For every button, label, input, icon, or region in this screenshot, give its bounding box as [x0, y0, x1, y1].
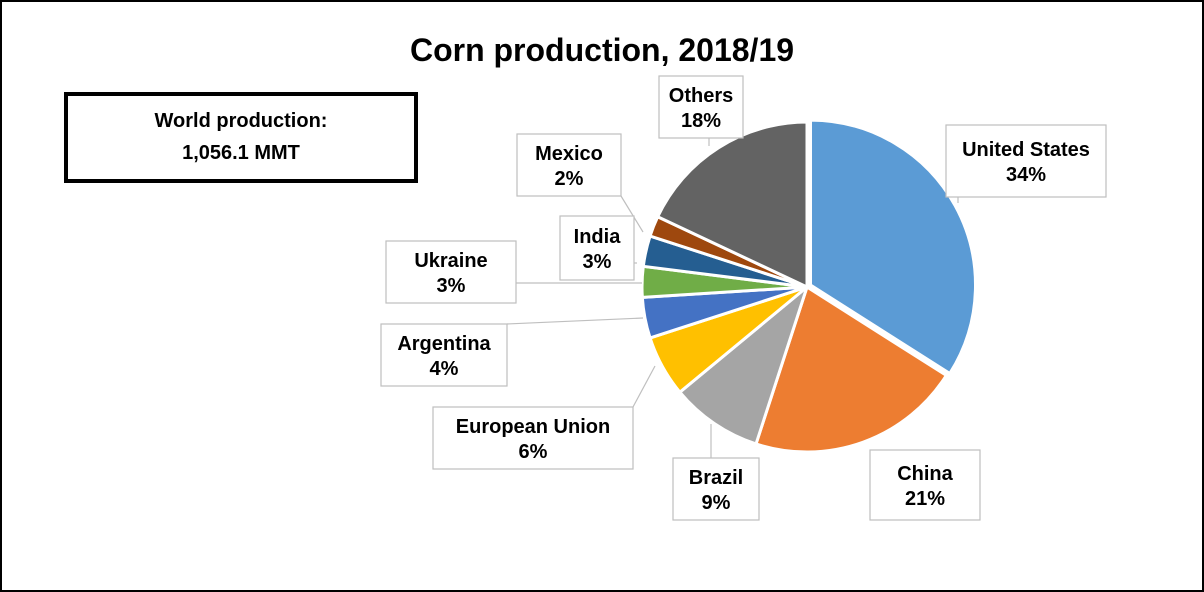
- data-label-name: European Union: [456, 416, 610, 438]
- data-label-box: [380, 323, 508, 387]
- data-label-name: United States: [962, 139, 1090, 161]
- data-label-percent: 9%: [702, 492, 731, 514]
- chart-title: Corn production, 2018/19: [410, 32, 794, 68]
- data-label-percent: 34%: [1006, 164, 1046, 186]
- pie-slice-brazil: [677, 282, 811, 446]
- data-label-box: [658, 75, 744, 139]
- data-label-percent: 4%: [430, 358, 459, 380]
- data-label-percent: 3%: [583, 251, 612, 273]
- data-label-percent: 21%: [905, 488, 945, 510]
- data-label-percent: 2%: [555, 168, 584, 190]
- data-label-ukraine: Ukraine 3%: [385, 240, 517, 304]
- callout-box: [64, 92, 418, 183]
- data-label-box: [559, 215, 635, 281]
- data-label-argentina: Argentina 4%: [380, 323, 508, 387]
- callout-line-1: World production:: [155, 110, 328, 132]
- data-label-name: Others: [669, 85, 733, 107]
- data-label-name: Brazil: [689, 467, 743, 489]
- data-label-box: [869, 449, 981, 521]
- world-production-callout: World production: 1,056.1 MMT: [64, 92, 418, 183]
- data-label-box: [432, 406, 634, 470]
- data-label-percent: 3%: [437, 275, 466, 297]
- data-label-brazil: Brazil 9%: [672, 457, 760, 521]
- data-label-india: India 3%: [559, 215, 635, 281]
- data-label-name: Ukraine: [414, 250, 487, 272]
- data-label-name: India: [574, 226, 622, 248]
- data-label-mexico: Mexico 2%: [516, 133, 622, 197]
- data-label-box: [672, 457, 760, 521]
- leader-line-european-union: [632, 365, 656, 408]
- data-label-united-states: United States 34%: [945, 124, 1107, 198]
- leader-line-argentina: [506, 317, 644, 325]
- leader-lines: [506, 138, 959, 520]
- data-label-name: Mexico: [535, 143, 603, 165]
- data-label-percent: 6%: [519, 441, 548, 463]
- callout-line-2: 1,056.1 MMT: [182, 142, 300, 164]
- leader-line-mexico: [620, 195, 644, 233]
- data-label-box: [516, 133, 622, 197]
- pie-slice-united-states: [809, 118, 977, 376]
- data-label-box: [945, 124, 1107, 198]
- data-label-others: Others 18%: [658, 75, 744, 139]
- data-label-china: China 21%: [869, 449, 981, 521]
- data-label-name: China: [897, 463, 953, 485]
- pie-slice-china: [754, 284, 949, 454]
- data-label-box: [385, 240, 517, 304]
- data-label-european-union: European Union 6%: [432, 406, 634, 470]
- data-labels: United States 34% China 21% Brazil 9% European…: [380, 75, 1107, 521]
- data-label-name: Argentina: [397, 333, 491, 355]
- data-label-percent: 18%: [681, 110, 721, 132]
- pie-slices: [640, 118, 977, 454]
- pie-slice-others: [655, 120, 809, 290]
